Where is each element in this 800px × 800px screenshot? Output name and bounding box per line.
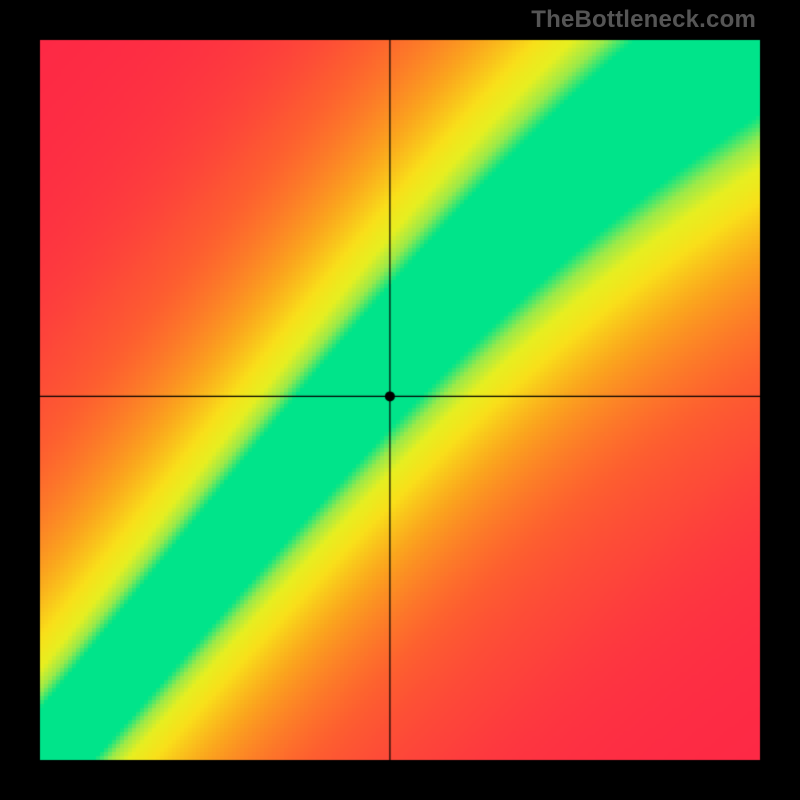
watermark-text: TheBottleneck.com — [531, 6, 756, 34]
bottleneck-heatmap — [0, 0, 800, 800]
